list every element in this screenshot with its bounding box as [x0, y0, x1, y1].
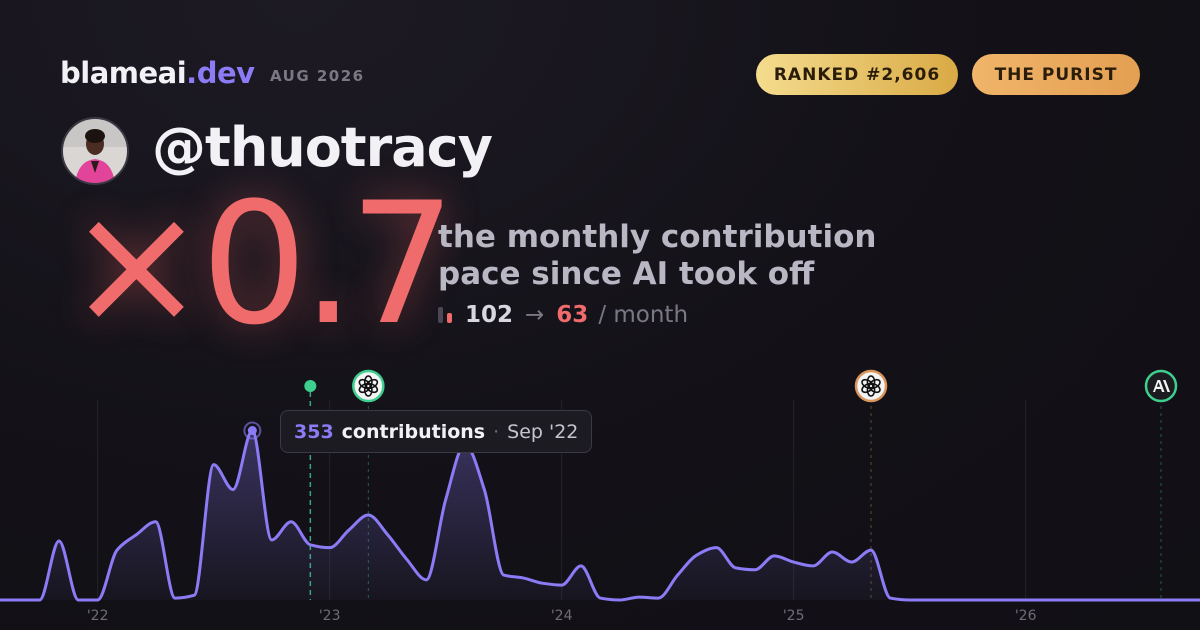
- logo-petal: [358, 378, 372, 390]
- avatar: [61, 117, 129, 185]
- tooltip: 353 contributions · Sep '22: [280, 410, 593, 453]
- pace-before: 102: [465, 302, 514, 328]
- pace-arrow: →: [525, 302, 545, 328]
- caption-line: pace since AI took off: [438, 256, 815, 292]
- x-tick-label: '24: [551, 608, 573, 624]
- period: AUG 2026: [270, 67, 365, 85]
- brand-tld: .dev: [186, 56, 255, 90]
- event-icon: [1144, 369, 1178, 403]
- x-tick-label: '26: [1015, 608, 1037, 624]
- area: [1, 430, 1161, 600]
- logo-mark: [1153, 380, 1170, 392]
- x-tick-label: '23: [319, 608, 341, 624]
- pace-icon: [438, 307, 452, 323]
- event-icon-bg: [854, 369, 888, 403]
- highlight-ring: [243, 421, 262, 440]
- handle: @thuotracy: [152, 116, 493, 179]
- event-icon: [352, 369, 385, 403]
- logo-petal: [861, 378, 874, 390]
- tooltip-separator: ·: [493, 420, 500, 443]
- rank-badge: RANKED #2,606: [756, 54, 958, 95]
- line: [0, 429, 1161, 602]
- x-tick-label: '22: [87, 608, 109, 624]
- tooltip-date: Sep '22: [507, 420, 579, 443]
- event-dot: [304, 380, 317, 392]
- tooltip-label: contributions: [341, 420, 486, 443]
- brand-name: blameai: [60, 56, 187, 90]
- tooltip-value: 353: [294, 420, 334, 443]
- x-tick-label: '25: [783, 608, 805, 624]
- persona-badge: THE PURIST: [972, 54, 1140, 95]
- caption-line: the monthly contribution: [438, 219, 877, 255]
- brand: blameai.dev: [60, 56, 255, 90]
- pace-unit: / month: [598, 302, 689, 328]
- event-icon: [854, 369, 888, 403]
- highlight-point: [247, 426, 257, 436]
- pace-after: 63: [556, 302, 589, 328]
- event-icon-bg: [352, 369, 385, 403]
- multiplier: ×0.7: [66, 166, 456, 362]
- pace-stats: 102 → 63 / month: [437, 302, 688, 328]
